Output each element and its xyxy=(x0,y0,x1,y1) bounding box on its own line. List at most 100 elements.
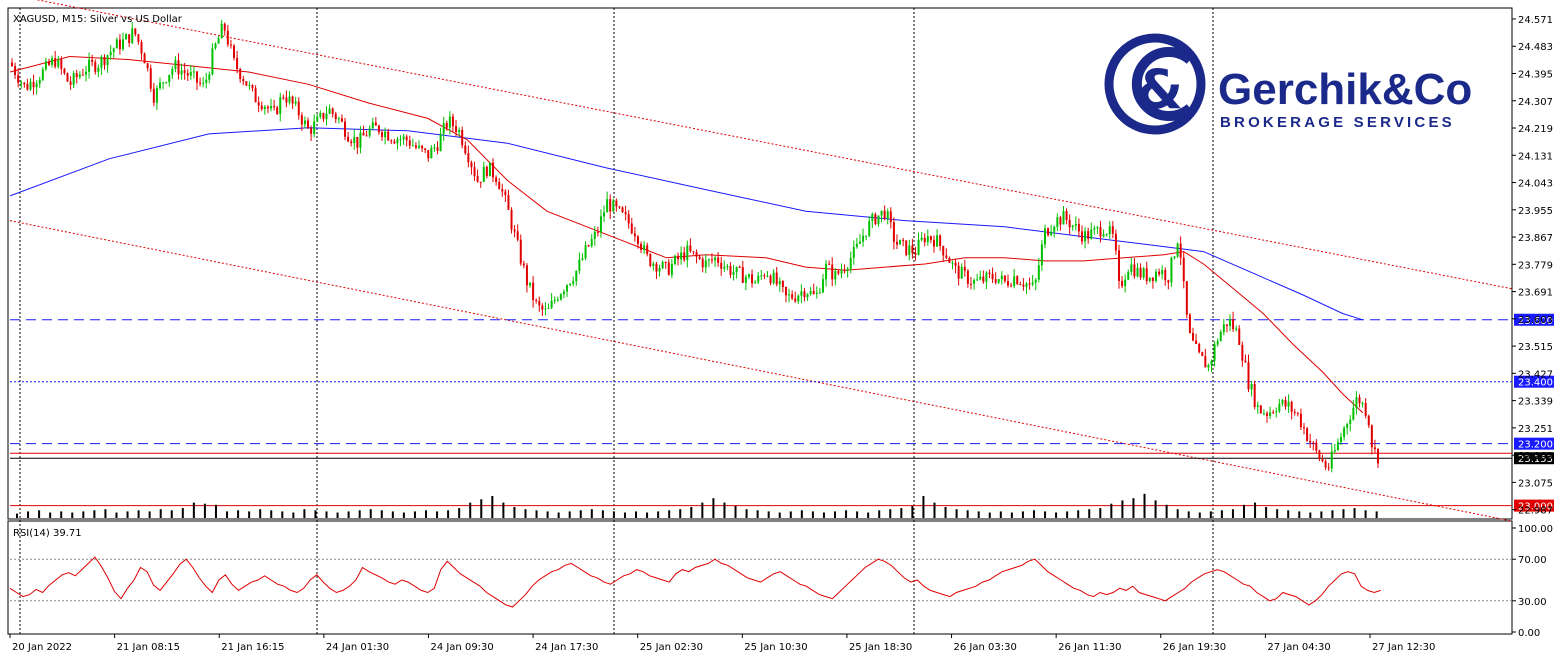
candle-body xyxy=(920,237,923,240)
volume-bar xyxy=(27,511,30,518)
candle-body xyxy=(902,239,905,241)
candle-body xyxy=(784,286,787,296)
candle-body xyxy=(828,263,831,265)
volume-bar xyxy=(756,510,759,518)
volume-bar xyxy=(701,502,704,518)
candle-body xyxy=(815,292,818,294)
candle-body xyxy=(624,212,627,215)
candle-body xyxy=(23,82,26,85)
candle-body xyxy=(451,116,454,127)
candle-body xyxy=(84,71,87,75)
candle-body xyxy=(673,255,676,264)
candle-body xyxy=(547,308,550,310)
candle-body xyxy=(319,113,322,117)
candle-body xyxy=(778,281,781,285)
candle-body xyxy=(1037,265,1040,280)
candle-body xyxy=(966,270,969,284)
candle-body xyxy=(757,275,760,283)
candle-body xyxy=(442,122,445,134)
candle-body xyxy=(433,147,436,149)
candle-body xyxy=(183,70,186,73)
candle-body xyxy=(297,101,300,116)
candle-body xyxy=(960,266,963,279)
candle-body xyxy=(1367,415,1370,426)
y-tick-label: 24.131 xyxy=(1518,151,1553,162)
x-tick-label: 25 Jan 02:30 xyxy=(640,642,703,653)
volume-bar xyxy=(491,496,494,518)
candle-body xyxy=(384,131,387,138)
x-tick-label: 24 Jan 17:30 xyxy=(535,642,598,653)
volume-bar xyxy=(314,510,317,518)
logo-g-icon xyxy=(1131,47,1194,121)
candle-body xyxy=(821,279,824,293)
candle-body xyxy=(128,34,131,43)
volume-bar xyxy=(259,509,262,518)
volume-bar xyxy=(977,511,980,518)
volume-bars xyxy=(16,493,1378,518)
candle-body xyxy=(492,162,495,178)
candle-body xyxy=(439,133,442,151)
candle-body xyxy=(310,128,313,134)
y-tick-label: 24.483 xyxy=(1518,42,1553,53)
candle-body xyxy=(1262,413,1265,415)
candle-body xyxy=(260,105,263,110)
candle-body xyxy=(596,231,599,233)
candle-body xyxy=(738,266,741,268)
volume-bar xyxy=(800,510,803,518)
candle-body xyxy=(1229,319,1232,326)
channel-line-upper xyxy=(35,0,1513,290)
candle-body xyxy=(1121,281,1124,287)
candle-body xyxy=(146,63,149,69)
candle-body xyxy=(485,166,488,177)
candle-body xyxy=(1040,244,1043,266)
volume-bar xyxy=(336,512,339,518)
candle-body xyxy=(797,295,800,302)
volume-bar xyxy=(679,509,682,518)
candle-body xyxy=(661,261,664,269)
candle-body xyxy=(880,210,883,216)
candle-body xyxy=(242,78,245,82)
candle-body xyxy=(997,279,1000,283)
candle-body xyxy=(717,257,720,263)
candle-body xyxy=(470,162,473,168)
candle-body xyxy=(649,254,652,266)
candle-body xyxy=(1084,231,1087,242)
candle-body xyxy=(636,236,639,244)
candle-body xyxy=(1253,383,1256,407)
candle-body xyxy=(322,113,325,120)
candle-body xyxy=(362,132,365,136)
candle-body xyxy=(1207,364,1210,368)
candle-body xyxy=(788,294,791,296)
candle-body xyxy=(550,300,553,309)
volume-bar xyxy=(1331,510,1334,518)
candle-body xyxy=(535,300,538,302)
candle-body xyxy=(929,236,932,241)
candle-body xyxy=(562,291,565,295)
candle-body xyxy=(337,118,340,120)
candle-body xyxy=(1303,427,1306,429)
candle-body xyxy=(501,189,504,192)
volume-bar xyxy=(1044,511,1047,518)
candle-body xyxy=(214,43,217,49)
candle-body xyxy=(248,84,251,86)
candle-body xyxy=(855,243,858,247)
candle-body xyxy=(516,231,519,240)
candle-body xyxy=(121,39,124,50)
candle-body xyxy=(809,290,812,295)
candle-body xyxy=(88,59,91,72)
y-tick-label: 24.571 xyxy=(1518,15,1553,26)
candle-body xyxy=(1330,451,1333,469)
volume-bar xyxy=(170,510,173,518)
candle-body xyxy=(991,273,994,280)
candle-body xyxy=(1296,412,1299,414)
candle-body xyxy=(615,200,618,207)
candle-body xyxy=(414,145,417,148)
x-tick-label: 20 Jan 2022 xyxy=(12,642,72,653)
volume-bar xyxy=(358,510,361,518)
candle-body xyxy=(1272,412,1275,414)
candle-body xyxy=(479,181,482,183)
candle-body xyxy=(316,116,319,122)
x-tick-label: 27 Jan 12:30 xyxy=(1372,642,1435,653)
candle-body xyxy=(1235,328,1238,330)
level-tag-label: 23.153 xyxy=(1518,454,1553,465)
